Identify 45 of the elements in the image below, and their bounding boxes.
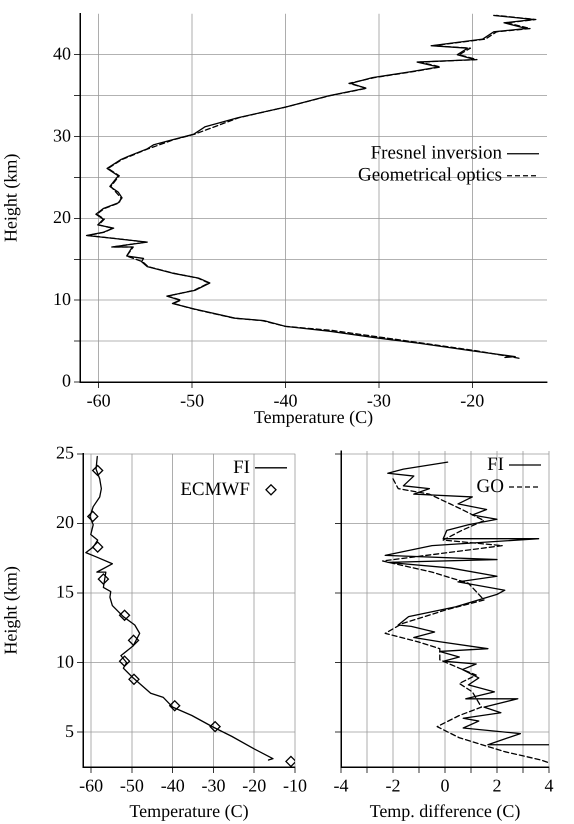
x-tick-label: -20 <box>242 776 266 796</box>
point <box>209 720 221 732</box>
point <box>92 464 104 476</box>
x-tick-label: -20 <box>460 390 484 411</box>
y-tick-label: 5 <box>65 720 74 741</box>
point <box>118 656 130 667</box>
x-tick-label: 4 <box>544 776 554 796</box>
y-tick-label: 15 <box>56 582 74 602</box>
y-tick-label: 20 <box>56 512 74 532</box>
y-tick-label: 25 <box>56 442 74 463</box>
y-axis-title: Height (km) <box>0 566 21 655</box>
y-tick-label: 10 <box>53 288 71 309</box>
x-tick-label: -10 <box>283 776 308 796</box>
legend-label: Geometrical optics <box>358 164 502 186</box>
x-tick-label: -60 <box>79 776 104 796</box>
point <box>285 756 296 767</box>
legend-label: Fresnel inversion <box>370 142 502 164</box>
x-tick-label: -60 <box>86 390 111 411</box>
y-tick-label: 20 <box>53 207 71 228</box>
point <box>128 634 140 646</box>
x-tick-label: 0 <box>440 776 450 796</box>
legend-label: ECMWF <box>180 478 250 500</box>
y-tick-label: 30 <box>53 125 71 146</box>
y-tick-label: 0 <box>62 370 71 391</box>
x-tick-label: -2 <box>386 776 400 796</box>
y-axis-title: Height (km) <box>0 154 21 242</box>
point <box>128 674 140 685</box>
legend-label: FI <box>487 454 504 475</box>
point <box>98 573 110 585</box>
y-tick-label: 10 <box>56 651 74 672</box>
x-tick-label: -50 <box>120 776 144 796</box>
x-tick-label: -30 <box>201 776 226 796</box>
point <box>87 510 98 522</box>
y-tick-label: 40 <box>53 43 71 64</box>
x-axis-title: Temp. difference (C) <box>370 800 520 821</box>
legend-label: FI <box>233 456 250 478</box>
legend-label: GO <box>476 476 504 497</box>
x-axis-title: Temperature (C) <box>129 800 249 821</box>
point <box>92 541 104 553</box>
x-tick-label: 2 <box>492 776 502 796</box>
point <box>169 700 180 712</box>
x-tick-label: -40 <box>160 776 185 796</box>
x-tick-label: -4 <box>334 776 348 796</box>
point <box>118 610 130 621</box>
x-tick-label: -50 <box>180 390 204 411</box>
